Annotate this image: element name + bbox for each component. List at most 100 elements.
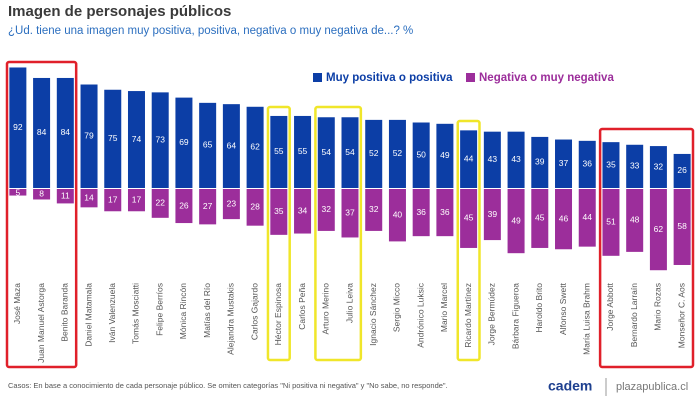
bar-negative: [673, 189, 691, 265]
bar-positive: [531, 136, 549, 188]
value-label: 55: [274, 146, 284, 156]
value-label: 23: [227, 198, 237, 208]
value-label: 26: [677, 165, 687, 175]
value-label: 36: [416, 207, 426, 217]
value-label: 32: [369, 204, 379, 214]
bar-negative: [270, 189, 288, 235]
value-label: 36: [440, 207, 450, 217]
value-label: 35: [274, 206, 284, 216]
bar-positive: [649, 146, 667, 188]
category-label: Héctor Espinosa: [273, 283, 283, 346]
category-label: Jorge Bermúdez: [487, 283, 497, 345]
value-label: 46: [559, 213, 569, 223]
value-label: 17: [132, 194, 142, 204]
highlight-box: [598, 127, 695, 369]
value-label: 55: [298, 146, 308, 156]
value-label: 49: [511, 215, 521, 225]
category-label: Iván Valenzuela: [107, 283, 117, 343]
category-label: Carlos Gajardo: [249, 283, 259, 340]
bar-positive: [56, 77, 74, 188]
highlight-box: [456, 119, 481, 362]
value-label: 54: [345, 147, 355, 157]
value-label: 36: [583, 159, 593, 169]
bar-positive: [80, 84, 98, 188]
category-label: Julio Leiva: [344, 283, 354, 323]
value-label: 49: [440, 150, 450, 160]
category-label: Alejandra Mustakis: [226, 283, 236, 355]
legend-swatch: [466, 73, 475, 82]
bar-positive: [507, 131, 525, 188]
value-label: 51: [606, 217, 616, 227]
value-label: 69: [179, 137, 189, 147]
bar-negative: [222, 189, 240, 220]
value-label: 84: [37, 127, 47, 137]
category-label: Juan Manuel Astorga: [36, 283, 46, 363]
category-label: José Maza: [12, 283, 22, 324]
value-label: 43: [488, 154, 498, 164]
value-label: 52: [369, 148, 379, 158]
bar-positive: [127, 91, 145, 188]
value-label: 48: [630, 215, 640, 225]
value-label: 32: [322, 204, 332, 214]
source: plazapublica.cl: [616, 381, 688, 393]
category-label: Benito Baranda: [60, 283, 70, 342]
bar-negative: [388, 189, 406, 242]
bar-negative: [626, 189, 644, 252]
value-label: 35: [606, 159, 616, 169]
bar-positive: [602, 142, 620, 188]
bar-negative: [531, 189, 549, 248]
bar-negative: [649, 189, 667, 271]
category-label: Felipe Berríos: [154, 283, 164, 336]
category-label: Andrónico Luksic: [415, 282, 425, 347]
category-label: Sergio Micco: [392, 283, 402, 332]
legend-label: Negativa o muy negativa: [479, 72, 614, 84]
value-label: 37: [559, 158, 569, 168]
bar-negative: [317, 189, 335, 231]
category-label: Monseñor C. Aos: [676, 283, 686, 348]
category-label: Arturo Merino: [321, 283, 331, 335]
bar-negative: [436, 189, 454, 237]
category-label: Tomás Mosciatti: [131, 283, 141, 344]
bar-positive: [555, 139, 573, 188]
category-label: Ricardo Martínez: [463, 283, 473, 348]
value-label: 39: [535, 157, 545, 167]
value-label: 26: [179, 200, 189, 210]
value-label: 34: [298, 206, 308, 216]
bar-negative: [9, 189, 27, 196]
brand: cadem: [548, 378, 592, 394]
bar-positive: [412, 122, 430, 188]
bar-negative: [460, 189, 478, 248]
bar-positive: [341, 117, 359, 188]
value-label: 52: [393, 148, 403, 158]
value-label: 28: [250, 202, 260, 212]
value-label: 5: [15, 187, 20, 197]
chart-title: Imagen de personajes públicos: [8, 3, 231, 20]
value-label: 62: [250, 142, 260, 152]
category-label: Alfonso Swett: [558, 282, 568, 335]
bar-positive: [483, 131, 501, 188]
category-label: Bárbara Figueroa: [510, 283, 520, 349]
bar-negative: [199, 189, 217, 225]
value-label: 84: [61, 127, 71, 137]
value-label: 39: [488, 209, 498, 219]
footnote: Casos: En base a conocimiento de cada pe…: [8, 381, 448, 390]
value-label: 92: [13, 122, 23, 132]
category-label: María Luisa Brahm: [581, 283, 591, 355]
value-label: 40: [393, 209, 403, 219]
value-label: 50: [416, 150, 426, 160]
value-label: 74: [132, 134, 142, 144]
legend-swatch: [313, 73, 322, 82]
bar-negative: [175, 189, 193, 224]
value-label: 75: [108, 133, 118, 143]
bar-positive: [673, 153, 691, 188]
value-label: 79: [84, 131, 94, 141]
bar-negative: [602, 189, 620, 256]
highlight-box: [5, 60, 78, 369]
bar-negative: [294, 189, 312, 234]
category-label: Carlos Peña: [297, 283, 307, 330]
value-label: 64: [227, 140, 237, 150]
bar-positive: [33, 77, 51, 188]
value-label: 44: [464, 153, 474, 163]
bar-positive: [199, 102, 217, 188]
